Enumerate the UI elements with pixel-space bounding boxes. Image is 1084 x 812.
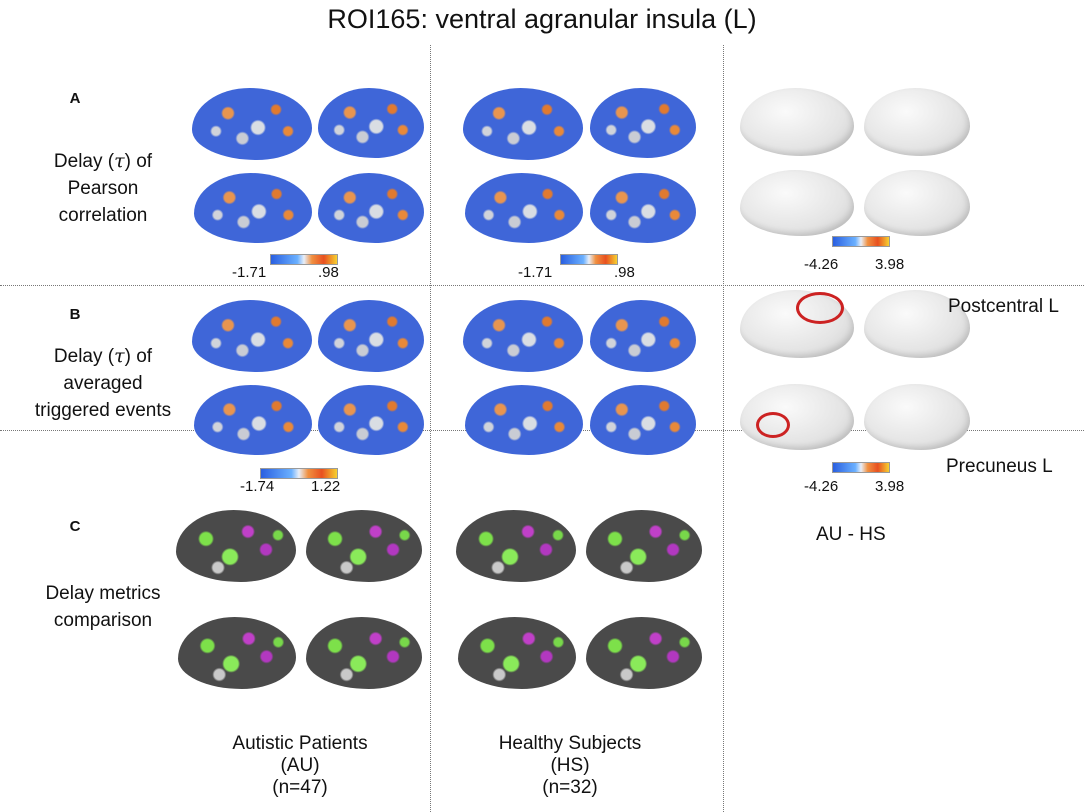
colorbar-b-diff-min: -4.26: [804, 478, 839, 495]
brain-c-hs-medial-left: [458, 617, 576, 689]
precuneus-highlight-circle: [756, 412, 790, 438]
colorbar-b-au: [260, 468, 338, 479]
column-label-au: Autistic Patients (AU) (n=47): [232, 733, 368, 798]
brain-a-hs-medial-left: [465, 173, 583, 243]
figure-title: ROI165: ventral agranular insula (L): [327, 4, 757, 34]
colorbar-a-hs-max: .98: [614, 264, 635, 281]
brain-c-au-lateral-left: [176, 510, 296, 582]
brain-b-hs-lateral-right: [590, 300, 696, 372]
colorbar-a-hs-min: -1.71: [518, 264, 553, 281]
brain-a-diff-lateral-right: [864, 88, 970, 156]
brain-a-diff-medial-right: [864, 170, 970, 236]
brain-b-diff-medial-right: [864, 384, 970, 450]
column-divider-1: [430, 45, 431, 812]
colorbar-a-au-max: .98: [318, 264, 339, 281]
brain-a-hs-lateral-left: [463, 88, 583, 160]
precuneus-label: Precuneus L: [946, 456, 1053, 477]
brain-a-hs-lateral-right: [590, 88, 696, 158]
colorbar-b-diff: [832, 462, 890, 473]
column-label-hs: Healthy Subjects (HS) (n=32): [498, 733, 642, 798]
brain-b-au-lateral-left: [192, 300, 312, 372]
colorbar-b-diff-max: 3.98: [875, 478, 905, 495]
panel-letter-b: B: [69, 306, 81, 323]
brain-b-hs-medial-left: [465, 385, 583, 455]
brain-b-au-lateral-right: [318, 300, 424, 372]
panel-letter-a: A: [69, 90, 81, 107]
postcentral-label: Postcentral L: [948, 296, 1059, 317]
postcentral-highlight-circle: [796, 292, 844, 324]
brain-a-hs-medial-right: [590, 173, 696, 243]
row-label-a: Delay (τ) of Pearson correlation: [53, 150, 153, 226]
brain-b-au-medial-left: [194, 385, 312, 455]
brain-b-hs-lateral-left: [463, 300, 583, 372]
brain-c-hs-lateral-right: [586, 510, 702, 582]
colorbar-a-hs: [560, 254, 618, 265]
colorbar-a-au: [270, 254, 338, 265]
brain-a-diff-medial-left: [740, 170, 854, 236]
brain-c-au-medial-right: [306, 617, 422, 689]
brain-b-diff-lateral-right: [864, 290, 970, 358]
difference-label: AU - HS: [816, 524, 886, 545]
brain-a-au-lateral-right: [318, 88, 424, 158]
panel-letter-c: C: [69, 518, 81, 535]
colorbar-a-diff-min: -4.26: [804, 256, 839, 273]
colorbar-b-au-max: 1.22: [311, 478, 341, 495]
row-label-c: Delay metrics comparison: [45, 583, 161, 631]
brain-c-au-lateral-right: [306, 510, 422, 582]
colorbar-b-au-min: -1.74: [240, 478, 275, 495]
brain-b-diff-medial-left: [740, 384, 854, 450]
row-divider-1: [0, 285, 1084, 286]
brain-a-diff-lateral-left: [740, 88, 854, 156]
brain-c-hs-lateral-left: [456, 510, 576, 582]
column-divider-2: [723, 45, 724, 812]
colorbar-a-diff: [832, 236, 890, 247]
brain-b-hs-medial-right: [590, 385, 696, 455]
row-label-b: Delay (τ) of averaged triggered events: [34, 345, 172, 421]
brain-a-au-lateral-left: [192, 88, 312, 160]
colorbar-a-diff-max: 3.98: [875, 256, 905, 273]
colorbar-a-au-min: -1.71: [232, 264, 267, 281]
brain-c-au-medial-left: [178, 617, 296, 689]
brain-a-au-medial-right: [318, 173, 424, 243]
brain-a-au-medial-left: [194, 173, 312, 243]
brain-c-hs-medial-right: [586, 617, 702, 689]
brain-b-au-medial-right: [318, 385, 424, 455]
